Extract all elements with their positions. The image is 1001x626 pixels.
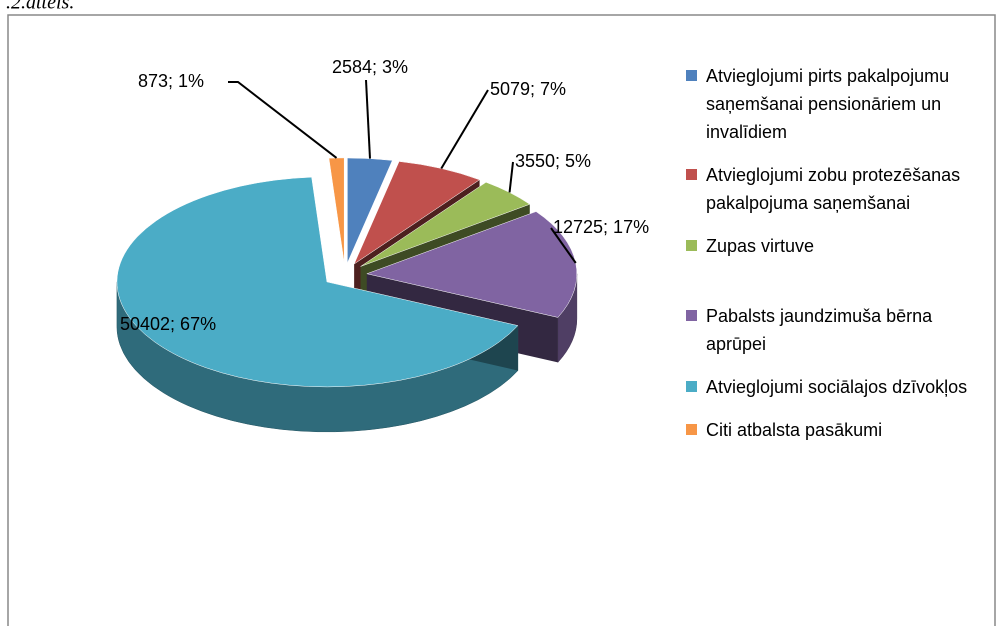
data-label: 2584; 3% xyxy=(332,57,408,77)
data-label: 873; 1% xyxy=(138,71,204,91)
leader-line xyxy=(228,81,338,159)
leader-line xyxy=(550,227,577,264)
legend-swatch xyxy=(686,424,697,435)
legend-item: Atvieglojumi sociālajos dzīvokļos xyxy=(686,373,991,401)
legend-item: Atvieglojumi pirts pakalpojumu saņemšana… xyxy=(686,62,991,146)
legend: Atvieglojumi pirts pakalpojumu saņemšana… xyxy=(686,62,991,444)
legend-item: Pabalsts jaundzimuša bērna aprūpei xyxy=(686,302,991,358)
legend-swatch xyxy=(686,169,697,180)
leader-line xyxy=(440,89,489,169)
legend-label: Zupas virtuve xyxy=(706,236,815,256)
legend-label: Atvieglojumi sociālajos dzīvokļos xyxy=(706,377,968,397)
legend-item: Atvieglojumi zobu protezēšanas pakalpoju… xyxy=(686,161,991,217)
caption: .2.attēls. xyxy=(6,0,74,14)
legend-swatch xyxy=(686,240,697,251)
legend-swatch xyxy=(686,70,697,81)
legend-item: Citi atbalsta pasākumi xyxy=(686,416,991,444)
legend-item: Zupas virtuve xyxy=(686,232,991,260)
legend-label: Atvieglojumi pirts pakalpojumu saņemšana… xyxy=(706,66,950,142)
slice xyxy=(328,157,345,263)
data-label: 50402; 67% xyxy=(120,314,216,334)
data-label: 12725; 17% xyxy=(553,217,649,237)
slice xyxy=(116,176,519,388)
leader-line xyxy=(508,161,514,193)
data-label: 3550; 5% xyxy=(515,151,591,171)
legend-label: Pabalsts jaundzimuša bērna aprūpei xyxy=(706,306,933,354)
legend-label: Citi atbalsta pasākumi xyxy=(706,420,883,440)
slice xyxy=(360,181,531,267)
leader-line xyxy=(365,79,371,159)
legend-swatch xyxy=(686,381,697,392)
legend-swatch xyxy=(686,310,697,321)
chart-frame xyxy=(7,14,996,626)
legend-label: Atvieglojumi zobu protezēšanas pakalpoju… xyxy=(706,165,961,213)
data-label: 5079; 7% xyxy=(490,79,566,99)
